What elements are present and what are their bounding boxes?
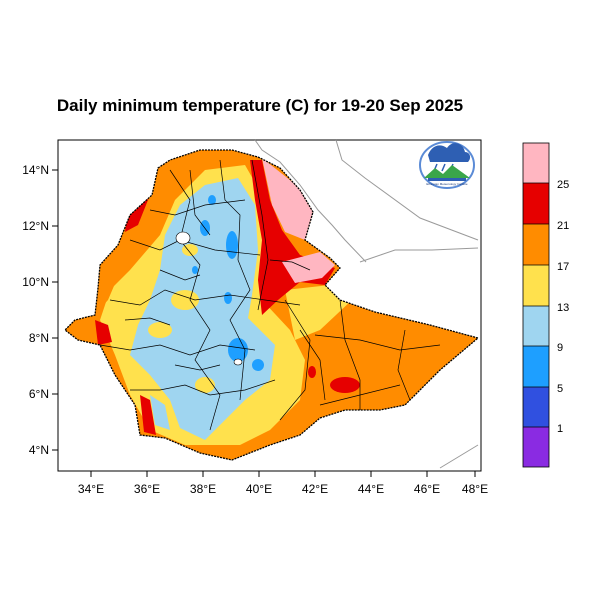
legend-swatch <box>523 183 549 224</box>
lon-label: 44°E <box>358 482 384 496</box>
legend-label: 21 <box>557 220 569 232</box>
lat-label: 4°N <box>29 443 49 457</box>
lon-label: 34°E <box>78 482 104 496</box>
legend-swatch <box>523 387 549 427</box>
legend-swatch <box>523 306 549 346</box>
lon-label: 42°E <box>302 482 328 496</box>
legend-label: 5 <box>557 383 563 395</box>
lon-label: 38°E <box>190 482 216 496</box>
lon-label: 36°E <box>134 482 160 496</box>
legend-label: 25 <box>557 179 569 191</box>
legend-swatch <box>523 427 549 467</box>
legend-label: 17 <box>557 261 569 273</box>
legend-swatch <box>523 265 549 306</box>
lakes <box>175 231 243 366</box>
lat-label: 10°N <box>22 275 49 289</box>
lat-label: 12°N <box>22 219 49 233</box>
legend-label: 13 <box>557 302 569 314</box>
legend-label: 1 <box>557 423 563 435</box>
legend-label: 9 <box>557 342 563 354</box>
lat-label: 8°N <box>29 331 49 345</box>
legend-swatch <box>523 224 549 265</box>
axis-ticks <box>52 169 476 477</box>
color-legend: 25 21 17 13 9 5 1 <box>522 142 569 468</box>
legend-swatch <box>523 346 549 387</box>
lat-labels: 14°N 12°N 10°N 8°N 6°N 4°N <box>22 163 49 457</box>
lon-label: 48°E <box>462 482 488 496</box>
legend-swatch <box>523 143 549 183</box>
admin-borders <box>99 159 441 431</box>
logo: Ethiopian Meteorology Institute <box>419 141 475 189</box>
neighbour-borders <box>254 139 479 469</box>
map-title: Daily minimum temperature (C) for 19-20 … <box>56 96 464 115</box>
lon-labels: 34°E 36°E 38°E 40°E 42°E 44°E 46°E 48°E <box>78 482 488 496</box>
logo-text: Ethiopian Meteorology Institute <box>426 182 468 186</box>
lon-label: 46°E <box>414 482 440 496</box>
lon-label: 40°E <box>246 482 272 496</box>
country-outline <box>64 149 480 461</box>
lat-label: 14°N <box>22 163 49 177</box>
lat-label: 6°N <box>29 387 49 401</box>
